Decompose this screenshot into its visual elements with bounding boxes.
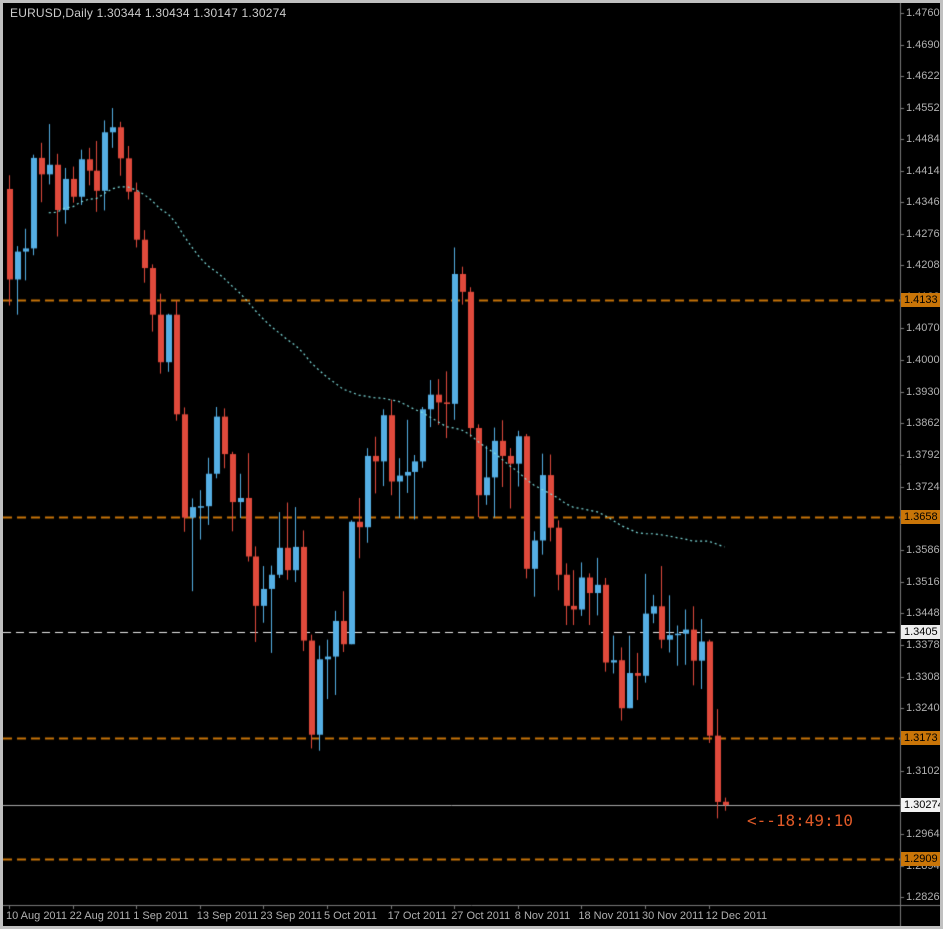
x-axis-date-label: 10 Aug 2011 <box>6 910 67 922</box>
y-axis-tick-label: 1.47600 <box>906 7 943 19</box>
x-axis-date-label: 5 Oct 2011 <box>324 910 377 922</box>
y-axis-tick-label: 1.46220 <box>906 70 943 83</box>
chart-title: EURUSD,Daily 1.30344 1.30434 1.30147 1.3… <box>10 6 287 20</box>
y-axis-tick-label: 1.46900 <box>906 38 943 51</box>
x-axis-date-label: 23 Sep 2011 <box>260 910 322 922</box>
y-axis-tick-label: 1.34480 <box>906 606 943 619</box>
y-axis-tick-label: 1.31020 <box>906 764 943 777</box>
price-level-label: 1.4133 <box>901 292 940 307</box>
y-axis-tick-label: 1.40000 <box>906 354 943 367</box>
x-axis-date-label: 13 Sep 2011 <box>196 910 259 922</box>
y-axis-tick-label: 1.44140 <box>906 165 943 178</box>
x-axis-date-label: 8 Nov 2011 <box>514 910 571 922</box>
y-axis-tick-label: 1.38620 <box>906 417 943 430</box>
y-axis-tick-label: 1.35160 <box>906 575 943 588</box>
y-axis-tick-label: 1.42080 <box>906 259 943 272</box>
x-axis-date-label: 1 Sep 2011 <box>133 910 189 922</box>
y-axis-tick-label: 1.44840 <box>906 133 943 146</box>
y-axis-tick-label: 1.37920 <box>906 449 943 462</box>
x-axis-date-label: 22 Aug 2011 <box>69 910 131 922</box>
y-axis-tick-label: 1.39300 <box>906 386 943 399</box>
y-axis-tick-label: 1.29640 <box>906 827 943 840</box>
y-axis-tick-label: 1.33780 <box>906 638 943 651</box>
candlestick-chart-canvas[interactable] <box>3 3 940 926</box>
y-axis-tick-label: 1.37240 <box>906 480 943 493</box>
x-axis-date-label: 18 Nov 2011 <box>578 910 640 922</box>
x-axis-date-label: 17 Oct 2011 <box>387 910 447 922</box>
price-level-label: 1.3405 <box>901 625 940 640</box>
y-axis-tick-label: 1.28260 <box>906 891 943 903</box>
y-axis-tick-label: 1.43460 <box>906 196 943 209</box>
y-axis-tick-label: 1.40700 <box>906 322 943 335</box>
current-price-label: 1.30274 <box>901 797 940 812</box>
time-axis[interactable]: 10 Aug 2011 22 Aug 2011 1 Sep 2011 13 Sep 2… <box>3 905 900 926</box>
x-axis-date-label: 12 Dec 2011 <box>705 910 768 922</box>
y-axis-tick-label: 1.35860 <box>906 543 943 556</box>
y-axis-tick-label: 1.42760 <box>906 228 943 241</box>
x-axis-date-label: 30 Nov 2011 <box>642 910 704 922</box>
price-axis[interactable]: 1.47600 1.46900 1.46220 1.45520 1.44840 1.441… <box>900 3 940 905</box>
y-axis-tick-label: 1.45520 <box>906 102 943 115</box>
x-axis-date-label: 27 Oct 2011 <box>451 910 511 922</box>
price-level-label: 1.2909 <box>901 852 940 867</box>
time-annotation: <--18:49:10 <box>747 810 853 830</box>
price-level-label: 1.3173 <box>901 731 940 746</box>
price-level-label: 1.3658 <box>901 509 940 524</box>
y-axis-tick-label: 1.32400 <box>906 701 943 714</box>
y-axis-tick-label: 1.33080 <box>906 670 943 683</box>
